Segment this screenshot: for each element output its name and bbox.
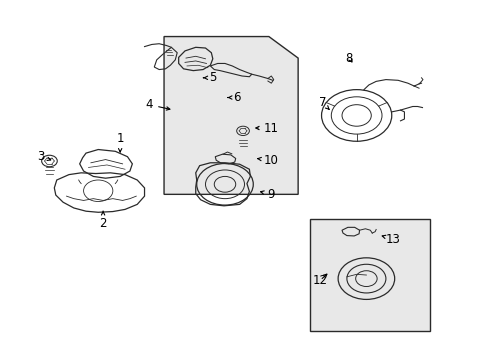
Text: 2: 2 (99, 211, 106, 230)
Text: 12: 12 (312, 274, 327, 287)
Text: 7: 7 (318, 96, 328, 109)
Text: 11: 11 (255, 122, 278, 135)
Text: 10: 10 (257, 154, 278, 167)
Text: 6: 6 (227, 91, 241, 104)
Text: 1: 1 (116, 132, 123, 152)
Text: 9: 9 (260, 188, 275, 201)
Text: 13: 13 (382, 233, 400, 246)
Bar (310, 220, 429, 330)
Text: 4: 4 (145, 98, 169, 111)
Text: 5: 5 (203, 71, 216, 84)
Polygon shape (163, 37, 298, 194)
Text: 3: 3 (37, 150, 51, 163)
Text: 8: 8 (345, 51, 352, 64)
